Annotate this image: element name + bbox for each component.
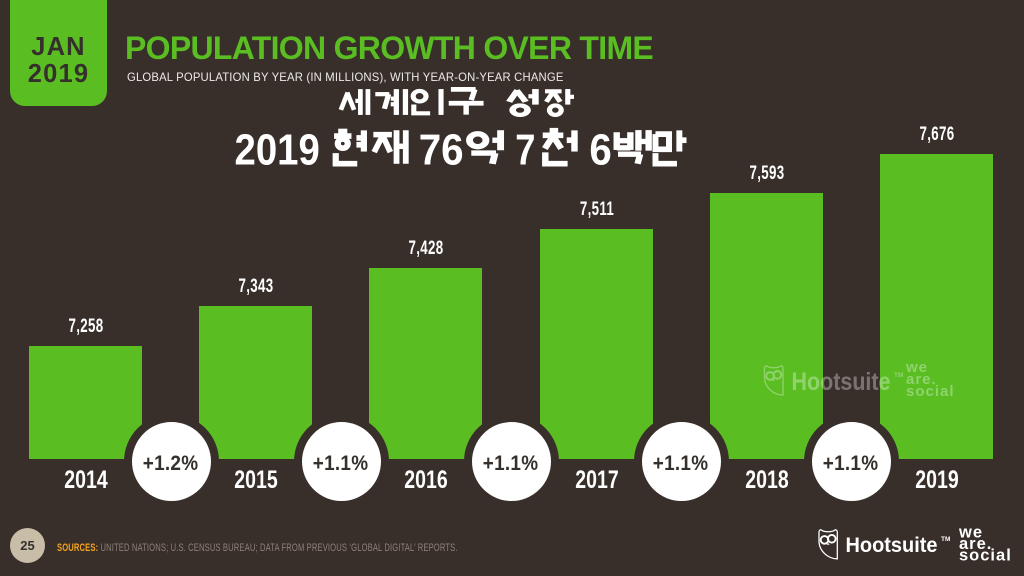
svg-text:Hootsuite: Hootsuite xyxy=(846,533,938,557)
svg-text:6: 6 xyxy=(589,127,611,175)
svg-text:2019: 2019 xyxy=(235,127,320,175)
svg-text:are.: are. xyxy=(959,535,992,553)
svg-text:we: we xyxy=(958,523,983,541)
svg-text:TM: TM xyxy=(941,536,950,543)
svg-text:7: 7 xyxy=(515,127,535,175)
svg-text:social: social xyxy=(959,546,1012,564)
svg-text:76: 76 xyxy=(419,127,464,175)
